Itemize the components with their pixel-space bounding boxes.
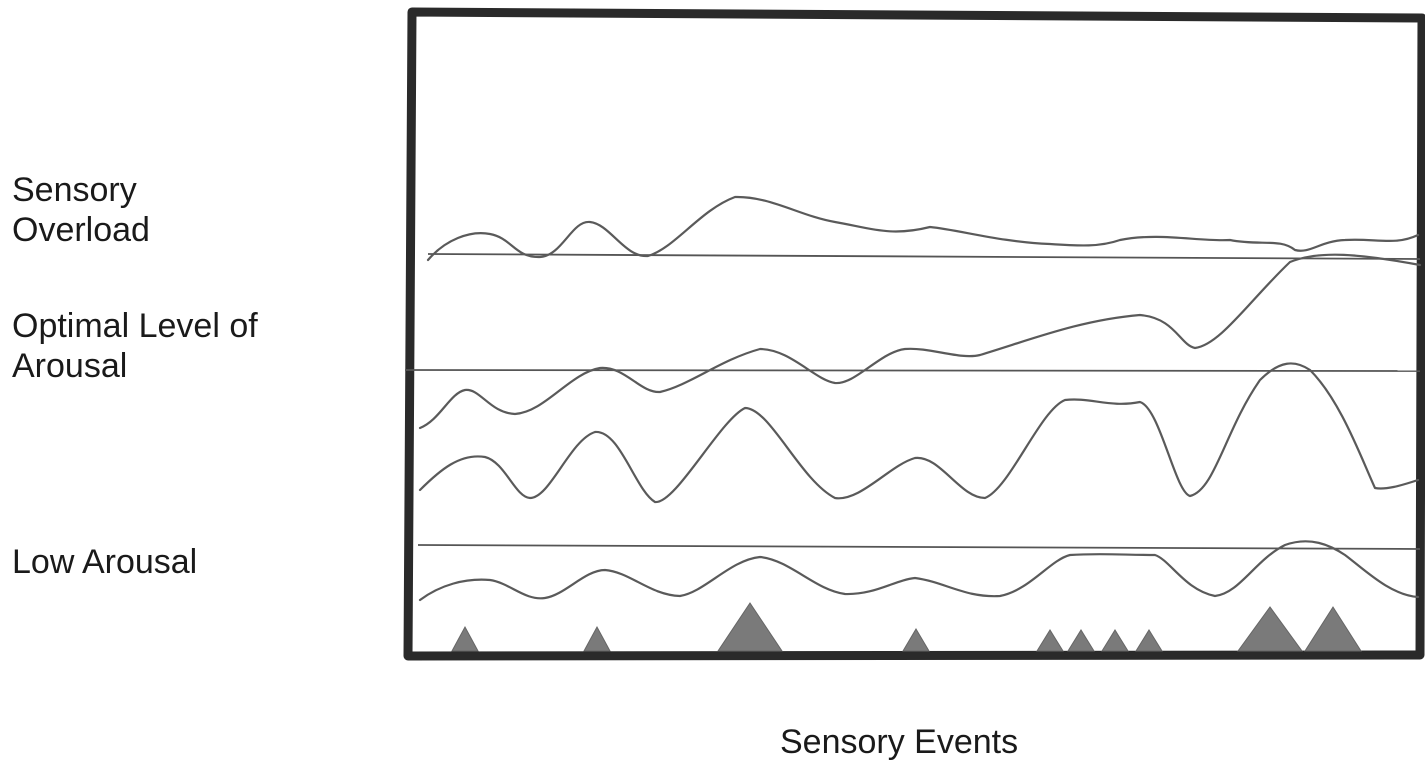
diagram-frame: [403, 7, 1425, 661]
event-marker: [583, 625, 611, 652]
optimal-threshold-line: [404, 369, 1421, 372]
sensory-overload-label: Sensory Overload: [12, 171, 150, 249]
sensory-events-label: Sensory Events: [780, 723, 1019, 761]
event-marker: [1304, 606, 1362, 652]
low-threshold-line: [417, 544, 1421, 550]
curve-rising: [418, 253, 1422, 430]
optimal-arousal-label: Optimal Level of Arousal: [12, 307, 258, 385]
event-marker: [717, 602, 783, 652]
event-marker: [902, 628, 930, 652]
event-marker: [1135, 629, 1163, 652]
overload-threshold-line: [427, 253, 1421, 260]
event-marker: [1237, 606, 1303, 652]
event-marker: [1067, 629, 1095, 652]
event-marker: [451, 625, 479, 652]
curve-low: [418, 540, 1420, 602]
event-marker: [1101, 629, 1129, 652]
curve-overload: [426, 195, 1420, 262]
low-arousal-label: Low Arousal: [12, 543, 198, 581]
curve-oscillating: [418, 362, 1420, 504]
event-marker: [1036, 629, 1064, 652]
